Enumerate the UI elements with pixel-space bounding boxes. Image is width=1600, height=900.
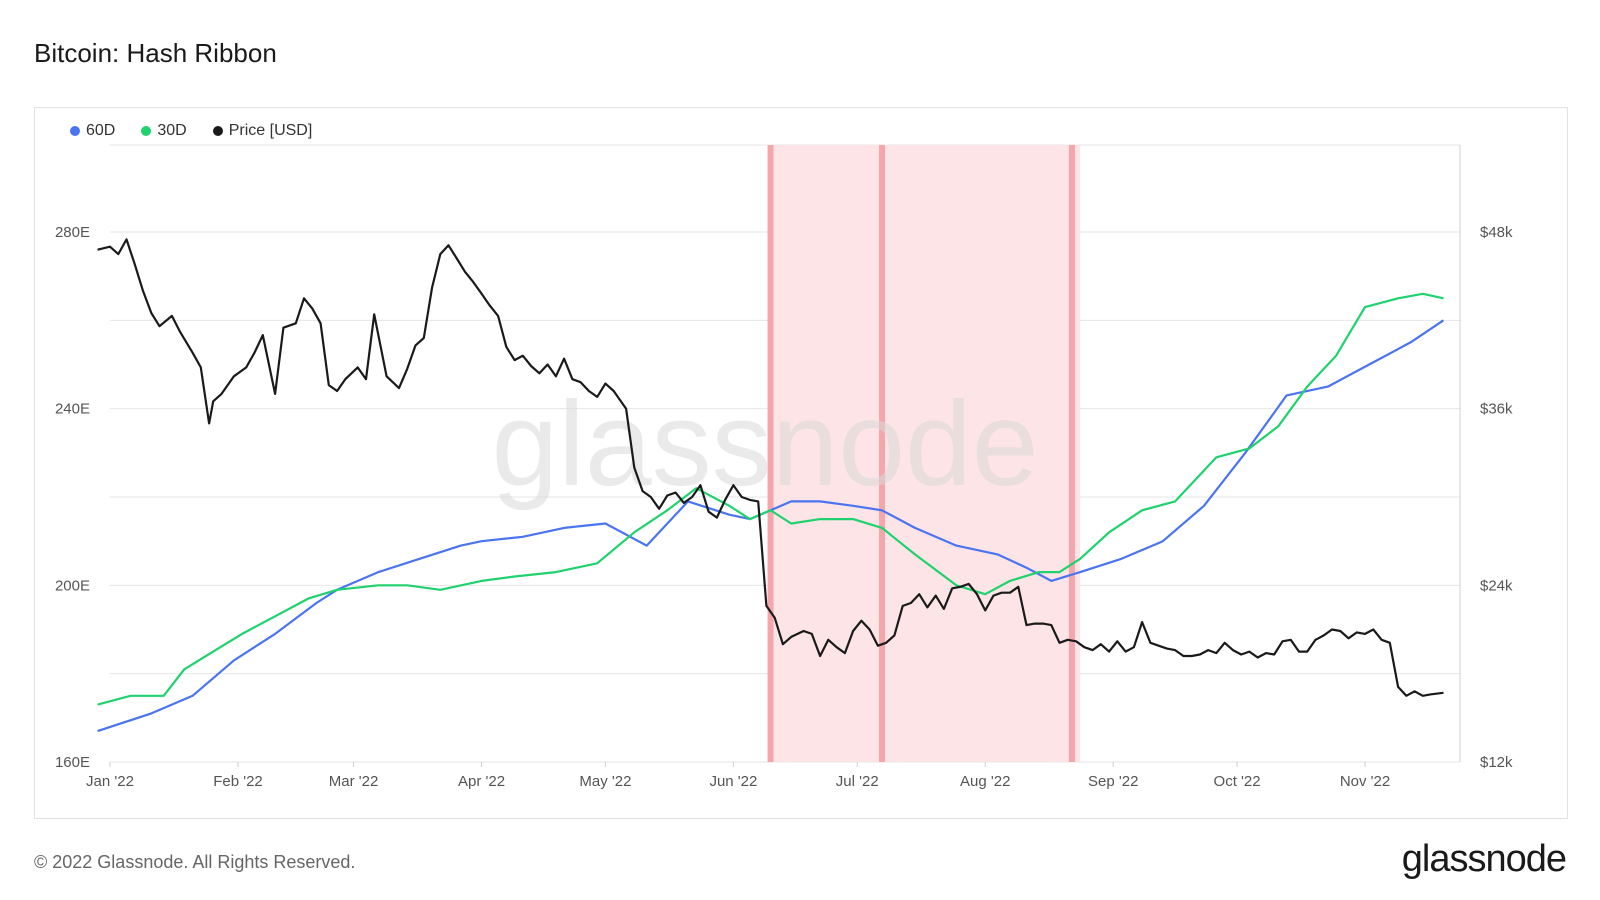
y-right-tick-label: $36k (1480, 401, 1513, 418)
y-right-tick-label: $12k (1480, 754, 1513, 771)
legend-item-60d[interactable]: 60D (70, 122, 115, 140)
legend-label-30d: 30D (157, 122, 187, 139)
x-tick-label: Apr '22 (458, 773, 505, 790)
x-tick-label: May '22 (579, 773, 631, 790)
legend-dot-30d (141, 126, 152, 136)
x-tick-label: Aug '22 (960, 773, 1010, 790)
chart-panel (34, 107, 1568, 819)
capitulation-band (770, 145, 887, 762)
chart-legend[interactable]: 60D 30D Price [USD] (70, 122, 312, 140)
legend-item-30d[interactable]: 30D (141, 122, 187, 140)
legend-label-price: Price [USD] (228, 122, 313, 139)
glassnode-logo[interactable]: glassnode (1401, 838, 1567, 880)
capitulation-band (886, 145, 1081, 762)
series-line-60d (97, 319, 1445, 733)
x-tick-label: Jan '22 (86, 773, 134, 790)
y-left-tick-label: 240E (55, 401, 90, 418)
capitulation-marker (879, 145, 886, 762)
legend-dot-price (212, 126, 223, 136)
capitulation-marker (767, 145, 774, 762)
x-tick-label: Jun '22 (709, 773, 757, 790)
y-right-tick-label: $24k (1480, 577, 1513, 594)
copyright-footer: © 2022 Glassnode. All Rights Reserved. (34, 852, 356, 872)
y-left-tick-label: 280E (55, 224, 90, 241)
watermark-text: glassnode (491, 377, 1038, 511)
y-right-tick-label: $48k (1480, 224, 1513, 241)
x-tick-label: Feb '22 (213, 773, 263, 790)
legend-item-price[interactable]: Price [USD] (212, 122, 313, 140)
y-left-tick-label: 160E (55, 754, 90, 771)
y-left-tick-label: 200E (55, 577, 90, 594)
x-tick-label: Mar '22 (329, 773, 379, 790)
x-tick-label: Oct '22 (1214, 773, 1261, 790)
x-tick-label: Jul '22 (836, 773, 879, 790)
x-tick-label: Nov '22 (1340, 773, 1390, 790)
series-line-30d (97, 292, 1444, 706)
legend-dot-60d (70, 126, 80, 136)
page-title: Bitcoin: Hash Ribbon (34, 38, 277, 68)
capitulation-marker (1068, 145, 1075, 762)
x-tick-label: Sep '22 (1088, 773, 1138, 790)
legend-label-60d: 60D (86, 122, 116, 139)
series-line-price (97, 238, 1444, 697)
